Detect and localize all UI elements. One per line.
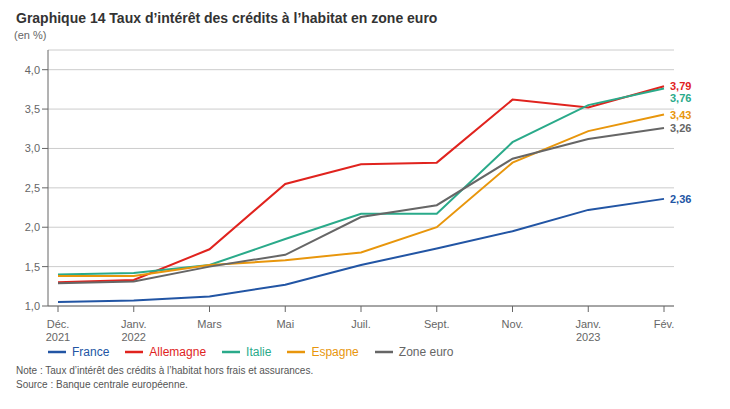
svg-text:Déc.2021: Déc.2021: [46, 318, 70, 342]
svg-text:1,0: 1,0: [25, 300, 40, 312]
svg-text:Juil.: Juil.: [351, 318, 371, 330]
svg-text:Fév.: Fév.: [654, 318, 675, 330]
html-text:Italie: Italie: [246, 345, 272, 359]
svg-text:3,5: 3,5: [25, 103, 40, 115]
html-text:(en %): (en %): [14, 29, 47, 41]
html-text:Note : Taux d’intérêt des créd: Note : Taux d’intérêt des crédits à l’ha…: [16, 365, 314, 376]
svg-text:Janv.2023: Janv.2023: [576, 318, 601, 342]
svg-text:3,43: 3,43: [670, 109, 691, 121]
svg-text:1,5: 1,5: [25, 261, 40, 273]
svg-text:Janv.2022: Janv.2022: [121, 318, 146, 342]
svg-text:3,76: 3,76: [670, 92, 691, 104]
html-text:Zone euro: Zone euro: [398, 345, 454, 359]
svg-text:2,5: 2,5: [25, 182, 40, 194]
html-text:Source : Banque centrale europ: Source : Banque centrale européenne.: [16, 379, 188, 390]
html-text:France: France: [72, 345, 110, 359]
svg-text:Sept.: Sept.: [424, 318, 450, 330]
svg-text:4,0: 4,0: [25, 64, 40, 76]
svg-text:2,0: 2,0: [25, 221, 40, 233]
svg-text:Mars: Mars: [197, 318, 222, 330]
svg-text:2,36: 2,36: [670, 193, 691, 205]
svg-text:Nov.: Nov.: [502, 318, 524, 330]
svg-text:3,79: 3,79: [670, 80, 691, 92]
svg-text:3,26: 3,26: [670, 122, 691, 134]
html-text:Graphique 14 Taux d’intérêt de: Graphique 14 Taux d’intérêt des crédits …: [16, 10, 438, 26]
svg-text:Mai: Mai: [276, 318, 294, 330]
html-text:Allemagne: Allemagne: [149, 345, 207, 359]
svg-text:3,0: 3,0: [25, 142, 40, 154]
html-text:Espagne: Espagne: [311, 345, 359, 359]
